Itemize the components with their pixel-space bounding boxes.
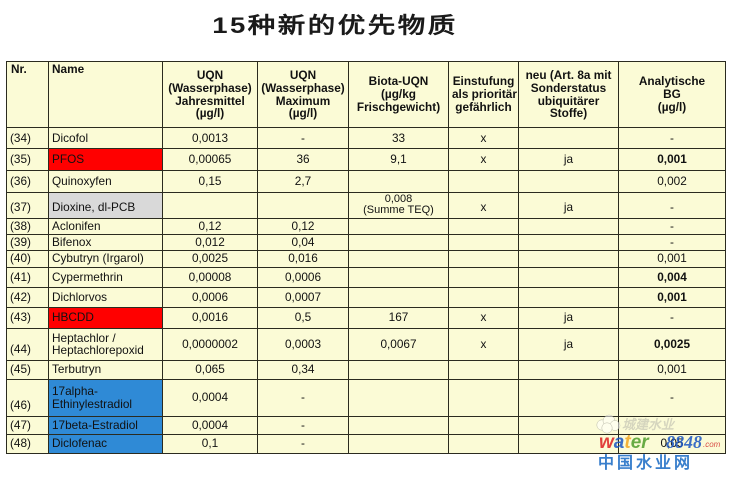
svg-text:中国水业网: 中国水业网 bbox=[598, 453, 693, 472]
